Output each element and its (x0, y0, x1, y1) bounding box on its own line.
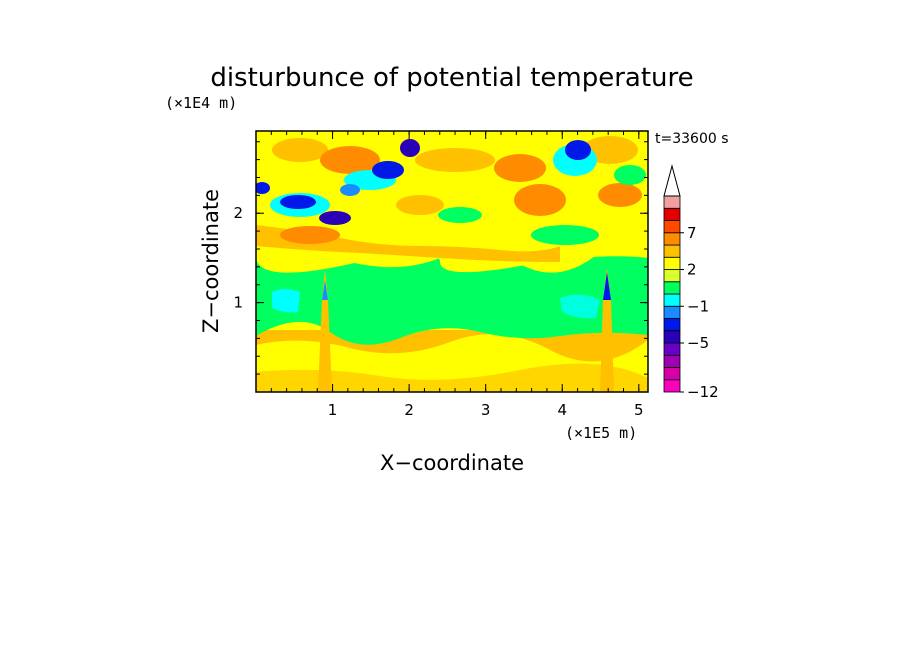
x-tick-label: 3 (481, 401, 491, 419)
time-label: t=33600 s (655, 131, 729, 147)
colorbar-extend-arrow (663, 164, 681, 197)
warm-blob-8 (396, 195, 444, 215)
cold-anomaly-4 (400, 139, 420, 157)
field-band-green (256, 236, 648, 345)
colorbar-label: 2 (687, 261, 697, 279)
colorbar-segment (663, 330, 681, 344)
colorbar-segment (663, 342, 681, 356)
colorbar-segment (663, 256, 681, 270)
colorbar-label: 7 (687, 224, 697, 242)
cold-anomaly-5 (565, 140, 591, 160)
colorbar-label: −12 (687, 383, 719, 401)
colorbar-label: −1 (687, 297, 709, 315)
cold-anomaly-6 (340, 184, 360, 196)
colorbar-segment (663, 244, 681, 258)
colorbar-segment (663, 195, 681, 209)
contour-field (256, 131, 648, 392)
field-band-low-ripple (256, 334, 648, 362)
colorbar-segment (663, 318, 681, 332)
warm-blob-3 (415, 148, 495, 172)
x-tick-label: 2 (404, 401, 414, 419)
warm-blob-4 (494, 154, 546, 182)
warm-blob-7 (598, 183, 642, 207)
x-axis-label: X−coordinate (380, 451, 524, 475)
y-tick-label: 2 (233, 204, 243, 222)
x-tick-label: 1 (328, 401, 338, 419)
wave-column-left-tip (322, 280, 328, 300)
colorbar-segment (663, 269, 681, 283)
colorbar-segment (663, 367, 681, 381)
x-unit-label: (×1E5 m) (565, 424, 637, 442)
cold-anomaly-3 (372, 161, 404, 179)
green-patch-1 (438, 207, 482, 223)
warm-blob-5 (514, 184, 566, 216)
colorbar-segment (663, 379, 681, 393)
warm-blob-2 (320, 146, 380, 174)
colorbar-segment (663, 305, 681, 319)
y-tick-label: 1 (233, 294, 243, 312)
y-unit-label: (×1E4 m) (165, 94, 237, 112)
x-tick-label: 5 (634, 401, 644, 419)
colorbar-segment (663, 293, 681, 307)
field-cyan-patch-2 (560, 294, 600, 319)
colorbar-segment (663, 207, 681, 221)
wave-column-right-tip (603, 272, 611, 300)
x-tick-label: 4 (557, 401, 567, 419)
colorbar-segment (663, 232, 681, 246)
colorbar-segment (663, 281, 681, 295)
colorbar-segment (663, 220, 681, 234)
field-band-bottom-orange (256, 363, 648, 392)
field-cyan-patch-1 (272, 289, 300, 313)
wave-column-left (318, 270, 332, 392)
cold-anomaly-7 (256, 182, 270, 194)
green-patch-2 (531, 225, 599, 245)
colorbar-segment (663, 354, 681, 368)
axis-ticks: 1 2 3 4 5 1 2 (233, 131, 648, 419)
green-patch-3 (614, 165, 646, 185)
warm-blob-9 (280, 226, 340, 244)
cold-anomaly-1 (280, 195, 316, 209)
warm-blob-1 (272, 138, 328, 162)
y-axis-label: Z−coordinate (199, 189, 223, 333)
colorbar: 7 2 −1 −5 −12 (663, 164, 719, 401)
plot-frame (255, 130, 649, 393)
chart-title: disturbunce of potential temperature (210, 63, 693, 93)
field-band-upper-orange (256, 225, 560, 262)
colorbar-label: −5 (687, 334, 709, 352)
cold-anomaly-2 (319, 211, 351, 225)
